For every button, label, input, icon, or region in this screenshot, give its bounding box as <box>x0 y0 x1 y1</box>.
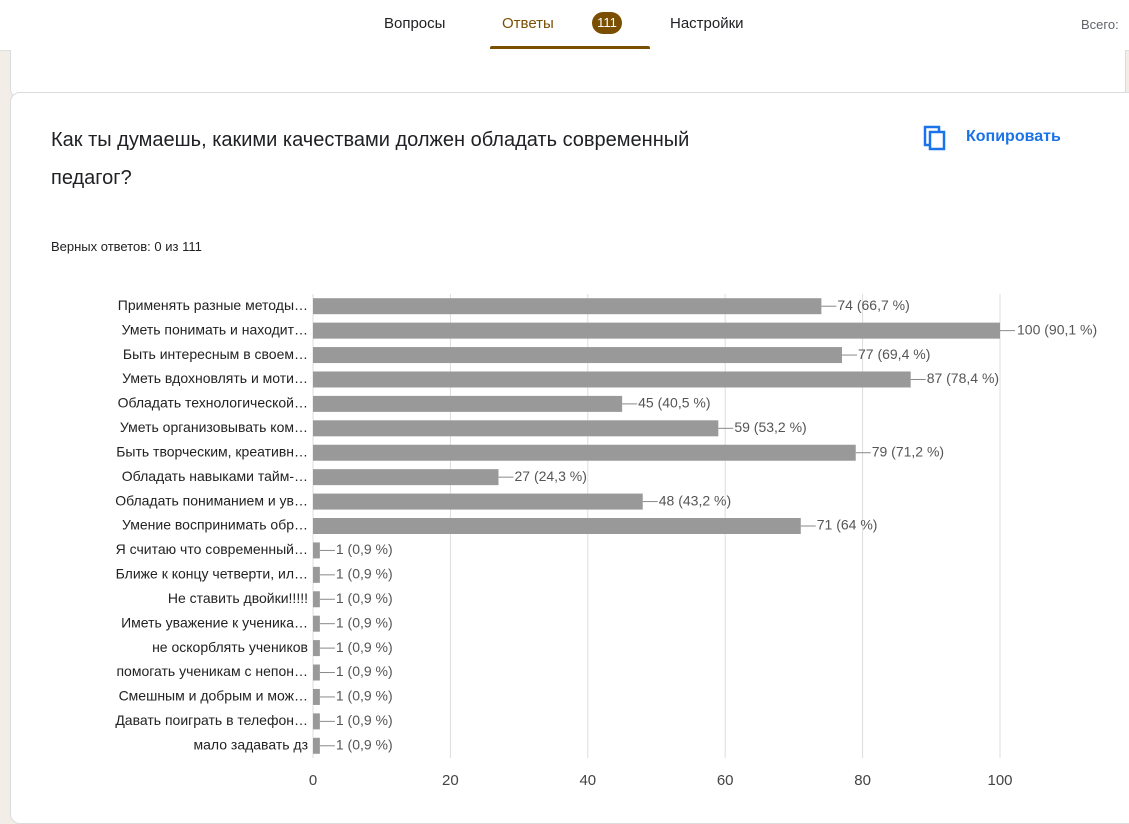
data-label: 1 (0,9 %) <box>336 566 393 582</box>
x-tick-label: 40 <box>579 772 596 789</box>
bar <box>313 469 499 486</box>
data-label: 100 (90,1 %) <box>1017 321 1097 337</box>
data-label: 1 (0,9 %) <box>336 663 393 679</box>
bar <box>313 688 320 705</box>
bar <box>313 664 320 681</box>
y-tick-label: Смешным и добрым и мож… <box>119 688 308 704</box>
data-label: 77 (69,4 %) <box>858 346 930 362</box>
bar <box>313 322 1000 339</box>
y-tick-label: Уметь организовывать ком… <box>120 419 308 435</box>
bar <box>313 615 320 632</box>
bar <box>313 371 911 388</box>
data-label: 1 (0,9 %) <box>336 639 393 655</box>
y-tick-label: Обладать пониманием и ув… <box>115 492 308 508</box>
y-tick-label: Обладать технологической… <box>118 395 308 411</box>
y-tick-label: Я считаю что современный… <box>116 541 308 557</box>
data-label: 1 (0,9 %) <box>336 688 393 704</box>
x-tick-label: 20 <box>442 772 459 789</box>
y-tick-label: Уметь вдохновлять и моти… <box>122 370 308 386</box>
tab[interactable]: Ответы <box>502 15 554 32</box>
y-tick-label: Ближе к концу четверти, ил… <box>116 566 308 582</box>
y-tick-label: мало задавать дз <box>193 736 308 752</box>
data-label: 1 (0,9 %) <box>336 712 393 728</box>
bar <box>313 420 719 437</box>
data-label: 1 (0,9 %) <box>336 736 393 752</box>
data-label: 45 (40,5 %) <box>638 395 710 411</box>
y-tick-label: Умение воспринимать обр… <box>122 517 308 533</box>
question-title: педагог? <box>51 167 132 189</box>
bar <box>313 518 801 534</box>
bar <box>313 395 623 412</box>
question-card: Как ты думаешь, какими качествами должен… <box>10 92 1129 824</box>
x-tick-label: 80 <box>854 772 871 789</box>
bar <box>313 298 822 315</box>
question-title: Как ты думаешь, какими качествами должен… <box>51 129 690 151</box>
data-label: 79 (71,2 %) <box>872 443 944 459</box>
copy-button[interactable]: Копировать <box>966 128 1061 145</box>
y-tick-label: Быть интересным в своем… <box>123 346 308 362</box>
data-label: 1 (0,9 %) <box>336 614 393 630</box>
tab[interactable]: Вопросы <box>384 15 446 32</box>
y-tick-label: Давать поиграть в телефон… <box>115 712 308 728</box>
bar <box>313 737 320 754</box>
data-label: 59 (53,2 %) <box>734 419 806 435</box>
tab[interactable]: Настройки <box>670 15 744 32</box>
data-label: 74 (66,7 %) <box>837 297 909 313</box>
correct-count: Верных ответов: 0 из 111 <box>51 239 202 254</box>
x-tick-label: 100 <box>987 772 1012 789</box>
data-label: 71 (64 %) <box>817 517 878 533</box>
x-tick-label: 60 <box>717 772 734 789</box>
data-label: 48 (43,2 %) <box>659 492 731 508</box>
bar <box>313 444 856 461</box>
badge: 111 <box>592 12 622 34</box>
y-tick-label: Уметь понимать и находит… <box>122 321 308 337</box>
y-tick-label: Быть творческим, креативн… <box>116 443 308 459</box>
bar <box>313 493 643 510</box>
y-tick-label: Применять разные методы… <box>118 297 308 313</box>
y-tick-label: помогать ученикам с непон… <box>116 663 308 679</box>
data-label: 27 (24,3 %) <box>514 468 586 484</box>
y-tick-label: не оскорблять учеников <box>152 639 308 655</box>
bar <box>313 713 320 730</box>
data-label: 1 (0,9 %) <box>336 541 393 557</box>
data-label: 1 (0,9 %) <box>336 590 393 606</box>
bar <box>313 591 320 608</box>
copy-icon[interactable] <box>923 125 947 151</box>
y-tick-label: Не ставить двойки!!!!! <box>168 590 308 606</box>
tab-underline <box>490 46 650 49</box>
bar <box>313 566 320 583</box>
x-tick-label: 0 <box>309 772 317 789</box>
y-tick-label: Иметь уважение к ученика… <box>121 614 308 630</box>
bar <box>313 542 320 559</box>
total: Всего: <box>1081 17 1119 32</box>
y-tick-label: Обладать навыками тайм-… <box>122 468 308 484</box>
data-label: 87 (78,4 %) <box>927 370 999 386</box>
header: Вопросы Ответы 111 Настройки Всего: <box>0 0 1129 51</box>
bar <box>313 640 320 657</box>
previous-card <box>10 50 1126 99</box>
bar <box>313 347 842 364</box>
